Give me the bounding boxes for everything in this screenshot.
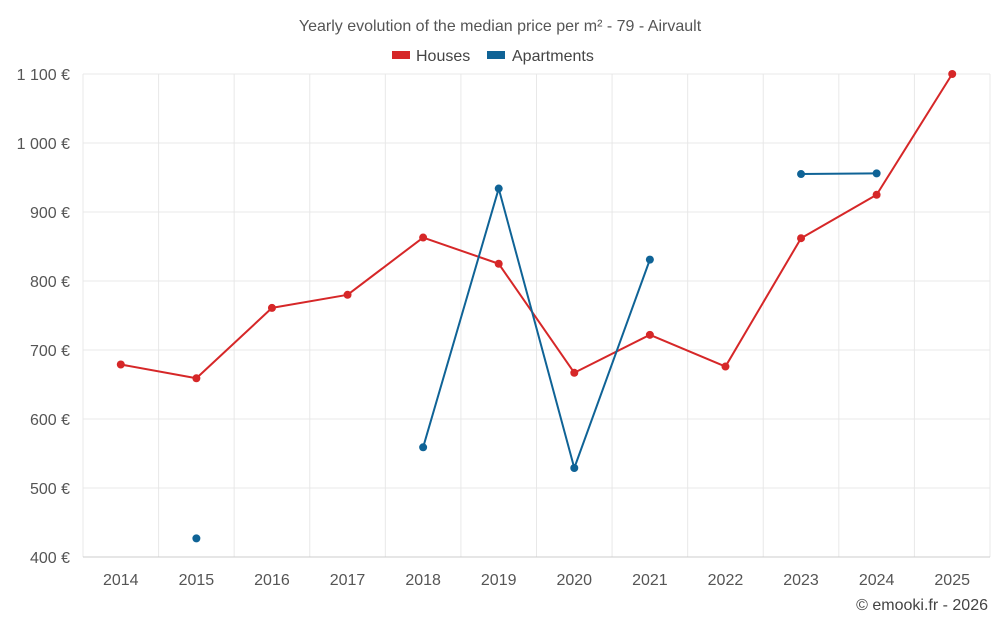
x-tick-label: 2024 xyxy=(859,572,895,589)
x-tick-label: 2021 xyxy=(632,572,668,589)
chart-title: Yearly evolution of the median price per… xyxy=(299,18,702,35)
data-point-houses[interactable] xyxy=(419,233,428,242)
data-point-apartments[interactable] xyxy=(419,443,428,452)
x-tick-label: 2019 xyxy=(481,572,517,589)
series-line-houses xyxy=(120,73,954,380)
y-tick-label: 1 000 € xyxy=(17,136,70,153)
data-point-apartments[interactable] xyxy=(797,170,806,179)
data-point-houses[interactable] xyxy=(267,303,276,312)
x-tick-label: 2015 xyxy=(179,572,215,589)
data-point-apartments[interactable] xyxy=(872,169,881,178)
y-tick-label: 900 € xyxy=(30,205,70,222)
data-point-houses[interactable] xyxy=(192,374,201,383)
legend-swatch-apartments xyxy=(487,51,505,59)
y-tick-label: 1 100 € xyxy=(17,67,70,84)
data-point-houses[interactable] xyxy=(721,362,730,371)
y-tick-label: 600 € xyxy=(30,412,70,429)
x-tick-label: 2023 xyxy=(783,572,819,589)
x-tick-label: 2014 xyxy=(103,572,139,589)
y-tick-label: 500 € xyxy=(30,481,70,498)
x-gridlines xyxy=(82,74,991,557)
x-tick-label: 2016 xyxy=(254,572,290,589)
data-point-houses[interactable] xyxy=(116,360,125,369)
data-point-houses[interactable] xyxy=(872,190,881,199)
series-points xyxy=(116,70,957,543)
data-point-houses[interactable] xyxy=(570,368,579,377)
data-point-houses[interactable] xyxy=(645,330,654,339)
series-lines xyxy=(120,73,954,469)
data-point-houses[interactable] xyxy=(343,290,352,299)
legend-swatch-houses xyxy=(392,51,410,59)
y-tick-label: 400 € xyxy=(30,550,70,567)
x-axis-ticks: 2014 2015 2016 2017 2018 2019 2020 2021 2022 2023… xyxy=(103,572,970,589)
legend: Houses Apartments xyxy=(392,48,594,65)
data-point-apartments[interactable] xyxy=(192,534,201,543)
data-point-apartments[interactable] xyxy=(570,463,579,472)
data-point-apartments[interactable] xyxy=(645,255,654,264)
credit-text: © emooki.fr - 2026 xyxy=(856,597,988,614)
legend-label-houses[interactable]: Houses xyxy=(416,48,470,65)
x-tick-label: 2017 xyxy=(330,572,366,589)
x-tick-label: 2020 xyxy=(556,572,592,589)
x-tick-label: 2025 xyxy=(934,572,970,589)
data-point-houses[interactable] xyxy=(797,234,806,243)
series-line-apartments xyxy=(801,172,877,176)
series-line-apartments xyxy=(422,187,651,469)
x-tick-label: 2022 xyxy=(708,572,744,589)
legend-label-apartments[interactable]: Apartments xyxy=(512,48,594,65)
x-tick-label: 2018 xyxy=(405,572,441,589)
y-tick-label: 800 € xyxy=(30,274,70,291)
y-axis-ticks: 400 € 500 € 600 € 700 € 800 € 900 € 1 000 € 1 1… xyxy=(17,67,70,567)
data-point-apartments[interactable] xyxy=(494,184,503,193)
y-tick-label: 700 € xyxy=(30,343,70,360)
data-point-houses[interactable] xyxy=(494,259,503,268)
data-point-houses[interactable] xyxy=(948,70,957,78)
